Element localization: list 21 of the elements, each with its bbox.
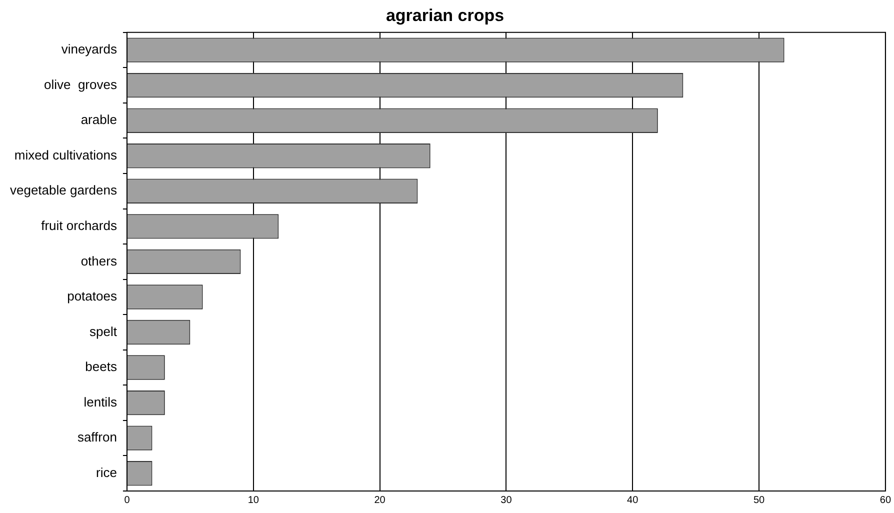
- y-tick-label: vineyards: [61, 42, 118, 57]
- x-tick-label: 10: [248, 494, 260, 506]
- y-tick-label: saffron: [77, 430, 117, 445]
- x-tick-label: 0: [124, 494, 130, 506]
- x-tick-label: 20: [374, 494, 386, 506]
- y-tick-label: vegetable gardens: [10, 182, 118, 198]
- y-tick-label: spelt: [90, 324, 118, 339]
- x-tick-label: 40: [627, 494, 639, 506]
- y-tick-label: arable: [80, 112, 117, 128]
- y-tick-label: rice: [96, 464, 117, 480]
- y-tick-label: olive groves: [44, 76, 118, 92]
- y-tick-label: fruit orchards: [41, 218, 118, 233]
- y-tick-label: beets: [85, 359, 118, 374]
- chart-title: agrarian crops: [386, 6, 504, 25]
- y-tick-label: mixed cultivations: [14, 147, 118, 162]
- y-tick-label: lentils: [84, 394, 118, 410]
- x-tick-label: 30: [500, 494, 512, 506]
- x-tick-label: 60: [880, 494, 892, 506]
- y-tick-label: others: [80, 253, 118, 268]
- y-tick-label: potatoes: [67, 288, 118, 304]
- x-tick-label: 50: [753, 494, 766, 506]
